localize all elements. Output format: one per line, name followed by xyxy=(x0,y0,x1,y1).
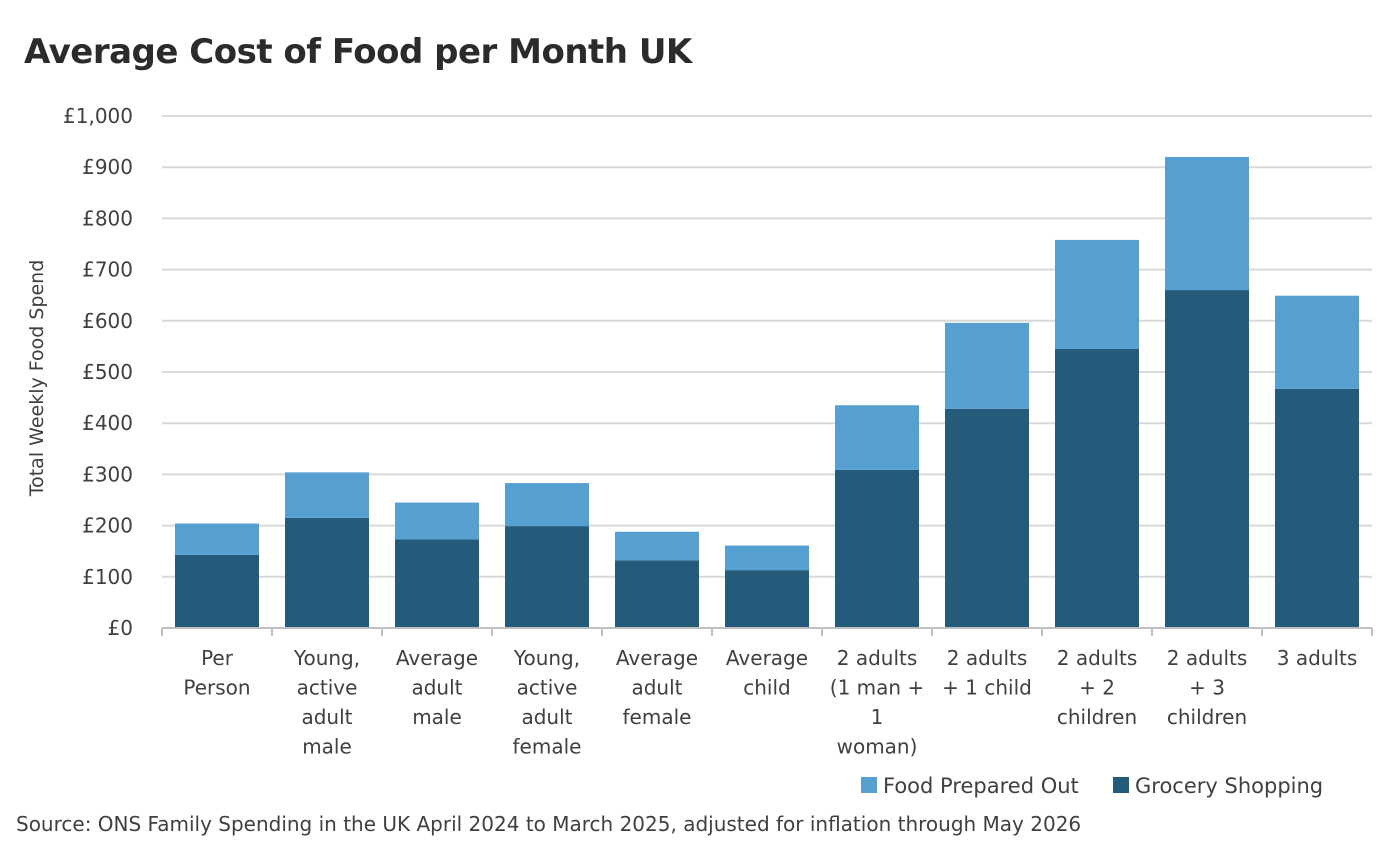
legend-swatch-food-prepared-out xyxy=(861,777,877,793)
bar-food-prepared-out xyxy=(1055,239,1139,349)
bar-grocery-shopping xyxy=(1275,388,1359,628)
bars xyxy=(175,156,1359,628)
bar-food-prepared-out xyxy=(725,545,809,571)
x-tick-label: Average adult female xyxy=(616,646,698,729)
bar-food-prepared-out xyxy=(835,405,919,470)
x-tick-label: Per Person xyxy=(183,646,250,700)
bar-grocery-shopping xyxy=(285,517,369,628)
legend-label-grocery-shopping: Grocery Shopping xyxy=(1135,774,1323,798)
x-tick-label: 2 adults + 3 children xyxy=(1167,646,1248,729)
x-tick-label: 2 adults + 2 children xyxy=(1057,646,1138,729)
bar-food-prepared-out xyxy=(1275,295,1359,389)
y-tick-label: £700 xyxy=(82,258,133,282)
bar-grocery-shopping xyxy=(1165,290,1249,628)
bar-food-prepared-out xyxy=(615,531,699,561)
y-tick-label: £200 xyxy=(82,514,133,538)
bar-grocery-shopping xyxy=(835,469,919,628)
x-tick-label: 2 adults (1 man +1 woman) xyxy=(830,646,924,759)
legend: Food Prepared Out Grocery Shopping xyxy=(861,774,1323,798)
x-tick-label: 3 adults xyxy=(1277,646,1358,670)
y-tick-label: £500 xyxy=(82,360,133,384)
y-tick-label: £100 xyxy=(82,565,133,589)
y-tick-label: £900 xyxy=(82,155,133,179)
bar-grocery-shopping xyxy=(505,526,589,628)
y-tick-label: £600 xyxy=(82,309,133,333)
bar-food-prepared-out xyxy=(945,322,1029,409)
bar-food-prepared-out xyxy=(285,472,369,518)
legend-label-food-prepared-out: Food Prepared Out xyxy=(883,774,1079,798)
bar-food-prepared-out xyxy=(1165,156,1249,291)
bar-grocery-shopping xyxy=(615,560,699,628)
bar-grocery-shopping xyxy=(395,539,479,628)
bar-grocery-shopping xyxy=(725,570,809,628)
bar-food-prepared-out xyxy=(395,502,479,540)
x-tick-label: Average adult male xyxy=(396,646,478,729)
x-tick-label: Average child xyxy=(726,646,808,700)
x-tick-label: Young, active adult female xyxy=(513,646,582,759)
bar-grocery-shopping xyxy=(175,554,259,628)
x-axis xyxy=(161,627,1373,636)
x-tick-label: 2 adults + 1 child xyxy=(942,646,1032,700)
y-axis-title: Total Weekly Food Spend xyxy=(26,260,48,498)
source-note: Source: ONS Family Spending in the UK Ap… xyxy=(16,812,1082,836)
bar-food-prepared-out xyxy=(175,523,259,555)
y-axis-ticks: £0 £100 £200 £300 £400 £500 £600 £700 £800 £900 £1… xyxy=(63,104,133,640)
y-tick-label: £300 xyxy=(82,462,133,486)
bar-grocery-shopping xyxy=(1055,348,1139,628)
y-tick-label: £400 xyxy=(82,411,133,435)
y-tick-label: £800 xyxy=(82,206,133,230)
legend-swatch-grocery-shopping xyxy=(1113,777,1129,793)
bar-food-prepared-out xyxy=(505,483,589,527)
y-tick-label: £1,000 xyxy=(63,104,133,128)
bar-grocery-shopping xyxy=(945,408,1029,628)
y-tick-label: £0 xyxy=(108,616,133,640)
x-tick-label: Young, active adult male xyxy=(293,646,360,759)
chart-title: Average Cost of Food per Month UK xyxy=(24,32,692,72)
x-axis-labels: Per Person Young, active adult male Average adu… xyxy=(183,646,1357,759)
